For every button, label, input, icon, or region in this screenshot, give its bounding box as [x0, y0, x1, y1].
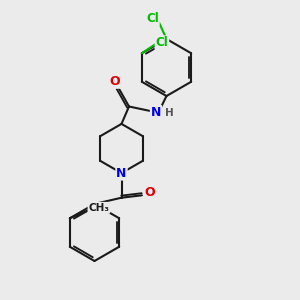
Text: Cl: Cl — [146, 12, 159, 26]
Text: H: H — [164, 108, 173, 118]
Text: Cl: Cl — [155, 36, 168, 49]
Text: N: N — [116, 167, 127, 180]
Text: N: N — [151, 106, 161, 119]
Text: O: O — [144, 186, 155, 200]
Text: CH₃: CH₃ — [88, 203, 110, 213]
Text: O: O — [110, 75, 120, 88]
